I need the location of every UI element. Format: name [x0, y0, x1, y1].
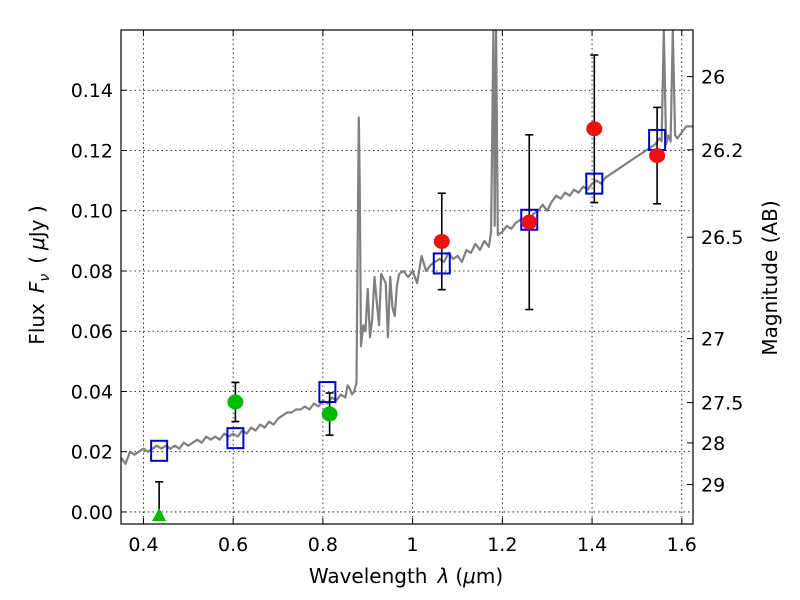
model-photometry-square: [585, 172, 604, 195]
x-tick-label: 1.6: [667, 534, 697, 556]
model-photometry-square: [432, 252, 451, 275]
plot-frame: [120, 29, 694, 525]
y-axis-label: FluxFν(μJy ): [25, 205, 53, 344]
y-tick-label: 0.10: [71, 201, 113, 223]
x-tick-label: 1: [407, 534, 419, 556]
tick-layer: 0.4 0.6 0.8 1 1.2 1.4 1.6 0.00 0.02 0.04 0.06 0.08 0…: [71, 30, 743, 556]
x-tick-label: 0.4: [128, 534, 158, 556]
y-tick-label: 0.14: [71, 80, 113, 102]
upper-limit-triangle: [152, 507, 167, 521]
x-tick-label: 1.2: [487, 534, 517, 556]
optical-detections-point: [227, 394, 244, 410]
model-photometry-square: [520, 208, 539, 231]
grid: [121, 30, 693, 524]
y2-tick-label: 28: [701, 433, 725, 455]
y2-tick-label: 26.2: [701, 140, 743, 162]
errorbar-layer: [155, 54, 662, 515]
optical-detections-point: [321, 406, 338, 422]
infrared-detections-point: [586, 121, 603, 137]
infrared-detections-point: [433, 233, 450, 249]
y-tick-label: 0.02: [71, 442, 113, 464]
y-tick-label: 0.08: [71, 261, 113, 283]
y2-axis-label: Magnitude (AB): [758, 200, 782, 355]
y-tick-label: 0.00: [71, 502, 113, 524]
infrared-detections-point: [521, 214, 538, 230]
y2-tick-label: 27: [701, 329, 725, 351]
x-tick-label: 0.6: [218, 534, 248, 556]
y2-tick-label: 26: [701, 67, 725, 89]
spectrum-layer: [121, 30, 693, 465]
y2-tick-label: 27.5: [701, 393, 743, 415]
model-photometry-square: [318, 381, 337, 404]
model-photometry-square: [226, 427, 245, 450]
y2-tick-label: 26.5: [701, 227, 743, 249]
y-tick-label: 0.12: [71, 140, 113, 162]
model-photometry-square: [150, 439, 169, 462]
infrared-detections-point: [649, 148, 666, 164]
marker-layer: [150, 121, 667, 521]
spectrum-line: [121, 30, 693, 465]
y-tick-label: 0.06: [71, 321, 113, 343]
x-tick-label: 1.4: [577, 534, 607, 556]
y-tick-label: 0.04: [71, 381, 113, 403]
x-tick-label: 0.8: [308, 534, 338, 556]
y2-tick-label: 29: [701, 474, 725, 496]
x-axis-label: Wavelength λ (μm): [309, 564, 503, 588]
